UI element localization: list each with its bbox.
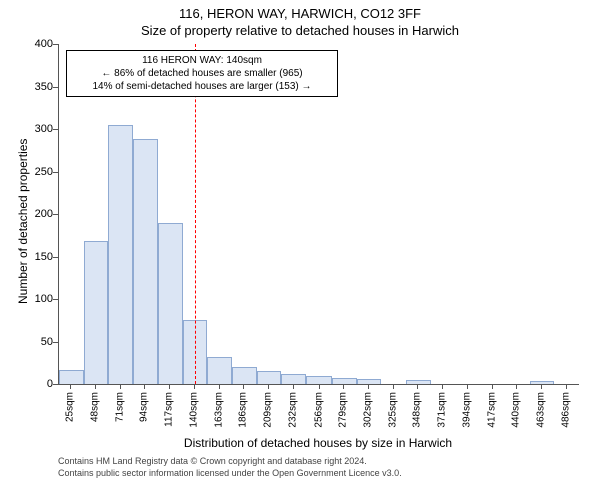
x-tick-mark xyxy=(442,384,443,389)
annotation-line1: 116 HERON WAY: 140sqm xyxy=(73,54,331,67)
y-tick-label: 300 xyxy=(23,123,53,135)
x-tick-label: 302sqm xyxy=(362,392,373,442)
histogram-bar xyxy=(306,376,332,385)
histogram-bar xyxy=(257,371,282,384)
x-tick-mark xyxy=(541,384,542,389)
histogram-bar xyxy=(207,357,232,384)
x-tick-label: 279sqm xyxy=(338,392,349,442)
annotation-line3: 14% of semi-detached houses are larger (… xyxy=(73,80,331,93)
x-tick-mark xyxy=(70,384,71,389)
x-tick-label: 117sqm xyxy=(164,392,175,442)
histogram-bar xyxy=(59,370,84,384)
x-tick-mark xyxy=(319,384,320,389)
x-tick-label: 394sqm xyxy=(461,392,472,442)
x-tick-mark xyxy=(293,384,294,389)
x-tick-label: 48sqm xyxy=(90,392,101,442)
histogram-bar xyxy=(158,223,183,385)
y-tick-mark xyxy=(53,214,58,215)
x-tick-label: 71sqm xyxy=(114,392,125,442)
y-tick-mark xyxy=(53,44,58,45)
page-title-line2: Size of property relative to detached ho… xyxy=(0,21,600,38)
y-tick-label: 400 xyxy=(23,38,53,50)
x-tick-label: 348sqm xyxy=(412,392,423,442)
y-tick-mark xyxy=(53,129,58,130)
page-title-line1: 116, HERON WAY, HARWICH, CO12 3FF xyxy=(0,0,600,21)
y-tick-mark xyxy=(53,342,58,343)
x-tick-mark xyxy=(393,384,394,389)
x-tick-mark xyxy=(566,384,567,389)
x-tick-mark xyxy=(268,384,269,389)
x-tick-label: 232sqm xyxy=(287,392,298,442)
histogram-bar xyxy=(530,381,555,384)
y-tick-mark xyxy=(53,257,58,258)
y-tick-label: 50 xyxy=(23,336,53,348)
y-tick-label: 250 xyxy=(23,166,53,178)
x-tick-label: 486sqm xyxy=(560,392,571,442)
x-tick-label: 417sqm xyxy=(486,392,497,442)
x-tick-mark xyxy=(516,384,517,389)
y-tick-label: 350 xyxy=(23,81,53,93)
x-tick-mark xyxy=(120,384,121,389)
footer-line2: Contains public sector information licen… xyxy=(58,468,402,480)
x-tick-label: 209sqm xyxy=(263,392,274,442)
x-tick-mark xyxy=(243,384,244,389)
histogram-bar xyxy=(108,125,133,384)
x-tick-label: 463sqm xyxy=(535,392,546,442)
x-tick-mark xyxy=(95,384,96,389)
chart-container: 116, HERON WAY, HARWICH, CO12 3FF Size o… xyxy=(0,0,600,500)
y-tick-mark xyxy=(53,384,58,385)
x-tick-label: 163sqm xyxy=(213,392,224,442)
x-tick-label: 371sqm xyxy=(437,392,448,442)
x-tick-label: 256sqm xyxy=(313,392,324,442)
x-tick-label: 140sqm xyxy=(188,392,199,442)
histogram-bar xyxy=(281,374,306,384)
x-tick-mark xyxy=(368,384,369,389)
histogram-bar xyxy=(232,367,257,384)
histogram-bar xyxy=(133,139,158,384)
y-axis-label: Number of detached properties xyxy=(16,139,30,304)
footer-attribution: Contains HM Land Registry data © Crown c… xyxy=(58,456,402,479)
y-tick-mark xyxy=(53,299,58,300)
x-tick-mark xyxy=(467,384,468,389)
x-tick-mark xyxy=(219,384,220,389)
x-tick-mark xyxy=(343,384,344,389)
x-tick-mark xyxy=(417,384,418,389)
x-tick-mark xyxy=(492,384,493,389)
x-tick-label: 94sqm xyxy=(139,392,150,442)
y-tick-mark xyxy=(53,172,58,173)
x-tick-mark xyxy=(194,384,195,389)
y-tick-mark xyxy=(53,87,58,88)
y-tick-label: 150 xyxy=(23,251,53,263)
x-tick-label: 325sqm xyxy=(387,392,398,442)
x-tick-label: 25sqm xyxy=(65,392,76,442)
annotation-line2: ← 86% of detached houses are smaller (96… xyxy=(73,67,331,80)
annotation-box: 116 HERON WAY: 140sqm ← 86% of detached … xyxy=(66,50,338,97)
y-tick-label: 100 xyxy=(23,293,53,305)
y-tick-label: 200 xyxy=(23,208,53,220)
x-tick-label: 440sqm xyxy=(511,392,522,442)
histogram-bar xyxy=(332,378,357,384)
y-tick-label: 0 xyxy=(23,378,53,390)
x-tick-label: 186sqm xyxy=(238,392,249,442)
footer-line1: Contains HM Land Registry data © Crown c… xyxy=(58,456,402,468)
x-tick-mark xyxy=(144,384,145,389)
x-tick-mark xyxy=(169,384,170,389)
histogram-bar xyxy=(84,241,109,384)
